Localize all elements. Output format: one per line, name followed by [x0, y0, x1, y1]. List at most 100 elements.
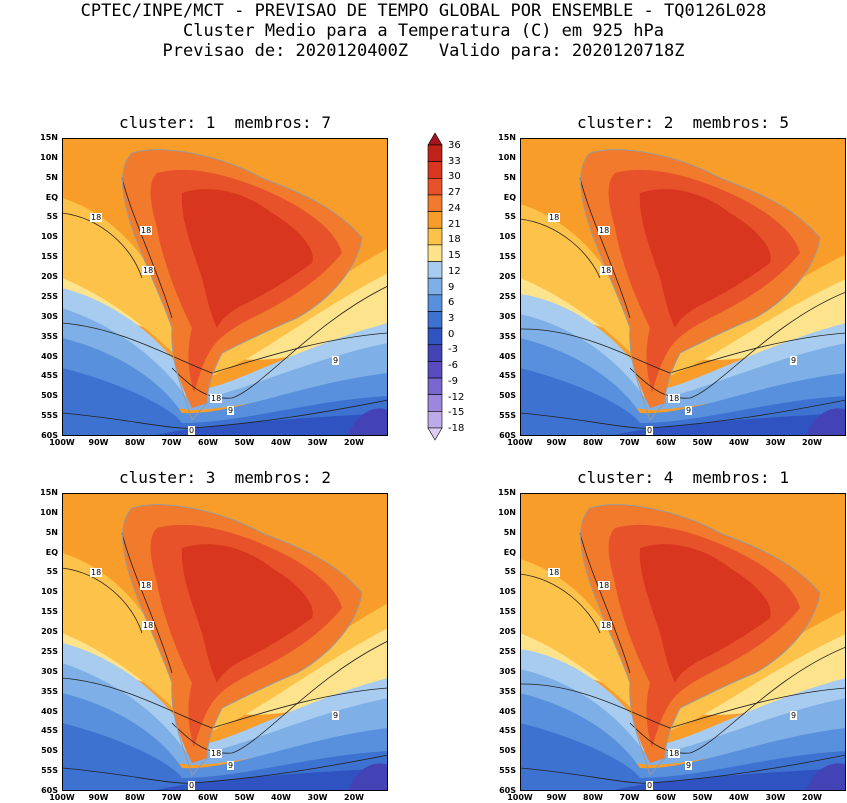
- contour-line: [62, 754, 388, 784]
- colorbar-cap-top: [427, 132, 443, 146]
- lat-tick-label: EQ: [45, 547, 58, 557]
- colorbar-swatch: [427, 244, 443, 262]
- contour-line: [579, 532, 631, 674]
- contour-line: [520, 573, 601, 634]
- contour-label: 18: [90, 213, 103, 222]
- temperature-band: [152, 768, 388, 791]
- lat-tick-label: 15N: [498, 488, 516, 497]
- lat-tick-label: 55S: [499, 766, 516, 776]
- contour-label: 18: [598, 226, 611, 235]
- contour-line: [520, 683, 846, 729]
- lon-tick-label: 70W: [619, 438, 640, 447]
- lon-tick-label: 30W: [765, 438, 786, 447]
- contour-label: 18: [600, 621, 613, 630]
- lat-tick-label: 55S: [41, 411, 58, 421]
- lon-tick-label: 60W: [656, 793, 676, 802]
- contour-label: 18: [668, 749, 681, 758]
- colorbar-label: 21: [448, 218, 461, 230]
- lat-tick-label: 20S: [499, 627, 516, 637]
- contour-line: [62, 212, 143, 279]
- lat-tick-label: 50S: [41, 391, 58, 401]
- temperature-band: [639, 544, 771, 683]
- colorbar-swatch: [427, 261, 443, 279]
- lat-tick-label: 15S: [41, 607, 58, 617]
- temperature-band: [610, 768, 846, 791]
- temperature-map: [62, 138, 388, 436]
- map-panel-2: cluster: 2 membros: 5 15N 10N 5N EQ 5S 10S 15S 2…: [498, 113, 846, 447]
- contour-label: 0: [188, 426, 196, 435]
- lat-tick-label: 5N: [503, 172, 516, 182]
- contour-label: 18: [210, 749, 223, 758]
- lon-tick-label: 60W: [198, 438, 218, 447]
- colorbar-label: 27: [448, 187, 461, 199]
- lat-tick-label: EQ: [45, 192, 58, 202]
- header-line-3: Previsao de: 2020120400Z Valido para: 20…: [162, 41, 685, 61]
- colorbar-swatch: [427, 211, 443, 229]
- lat-tick-label: 10N: [498, 152, 516, 162]
- panel-title: cluster: 3 membros: 2: [119, 468, 331, 487]
- lon-tick-label: 80W: [583, 793, 603, 802]
- contour-label: 18: [668, 394, 681, 403]
- contour-label: 9: [790, 711, 798, 720]
- colorbar-swatch: [427, 327, 443, 346]
- colorbar-swatch: [427, 411, 443, 429]
- lon-tick-label: 30W: [765, 793, 786, 802]
- lon-tick-label: 60W: [656, 438, 676, 447]
- colorbar-label: -18: [448, 423, 465, 434]
- header-line-1: CPTEC/INPE/MCT - PREVISAO DE TEMPO GLOBA…: [80, 1, 767, 21]
- colorbar-label: -9: [448, 375, 458, 387]
- lat-tick-label: 30S: [499, 311, 516, 321]
- lat-tick-label: 35S: [41, 686, 58, 696]
- temperature-band: [181, 544, 313, 683]
- lat-tick-label: 10S: [41, 232, 58, 242]
- lat-tick-label: 25S: [41, 646, 58, 656]
- temperature-band: [520, 239, 846, 379]
- lat-tick-label: 60S: [499, 786, 516, 795]
- lon-tick-label: 90W: [546, 793, 567, 802]
- colorbar-label: -6: [448, 360, 458, 372]
- lat-tick-label: 10S: [499, 232, 516, 242]
- map-panel-4: cluster: 4 membros: 1 15N 10N 5N EQ 5S 10S 15S 2…: [498, 468, 846, 802]
- lon-tick-label: 40W: [271, 438, 291, 447]
- contour-line: [171, 640, 388, 754]
- lon-tick-label: 40W: [729, 793, 749, 802]
- map-frame: [520, 493, 846, 791]
- contour-label: 18: [142, 621, 155, 630]
- contour-label: 9: [227, 406, 235, 415]
- colorbar-label: 24: [448, 202, 461, 214]
- colorbar-label: -3: [448, 344, 458, 356]
- lon-tick-label: 50W: [234, 793, 255, 802]
- lat-tick-label: 15S: [499, 252, 516, 262]
- lat-tick-label: 10S: [499, 587, 516, 597]
- lon-tick-label: 100W: [49, 793, 75, 802]
- lat-tick-label: 15N: [498, 133, 516, 142]
- lat-tick-label: 20S: [41, 627, 58, 637]
- contour-line: [121, 177, 173, 319]
- lon-tick-label: 90W: [88, 438, 109, 447]
- lat-tick-label: 55S: [499, 411, 516, 421]
- colorbar-swatch: [427, 344, 443, 362]
- contour-label: 9: [227, 761, 235, 770]
- lat-tick-label: 15S: [499, 607, 516, 617]
- lon-tick-label: 90W: [546, 438, 567, 447]
- contour-label: 0: [646, 426, 654, 435]
- colorbar-swatch: [427, 294, 443, 312]
- lat-tick-label: 5S: [46, 212, 58, 222]
- lat-tick-label: 5N: [45, 527, 58, 537]
- contour-line: [171, 285, 388, 399]
- lat-tick-label: 5N: [45, 172, 58, 182]
- lat-tick-label: EQ: [503, 547, 516, 557]
- lon-tick-label: 80W: [125, 438, 145, 447]
- colorbar-label: -12: [448, 391, 465, 403]
- lon-tick-label: 60W: [198, 793, 218, 802]
- lon-tick-label: 80W: [583, 438, 603, 447]
- lat-tick-label: 5S: [46, 567, 58, 577]
- panel-title: cluster: 2 membros: 5: [577, 113, 789, 132]
- contour-label: 9: [685, 761, 693, 770]
- lat-tick-label: 35S: [499, 331, 516, 341]
- colorbar-label: 12: [448, 265, 461, 277]
- temperature-map: [520, 138, 846, 436]
- contour-line: [62, 677, 388, 729]
- temperature-map: [62, 493, 388, 791]
- lon-tick-label: 100W: [507, 793, 533, 802]
